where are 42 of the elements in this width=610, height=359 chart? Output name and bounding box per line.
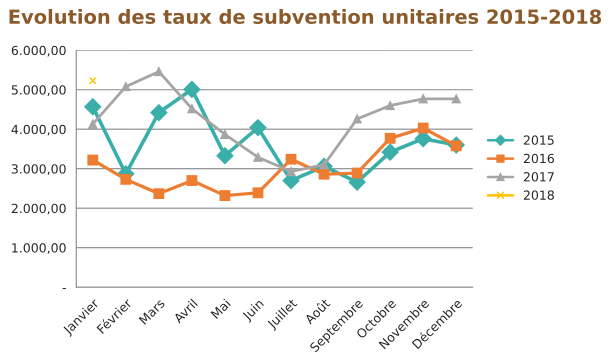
legend-label: 2015 bbox=[524, 135, 554, 145]
point bbox=[153, 188, 164, 200]
point bbox=[154, 67, 164, 76]
point bbox=[252, 187, 264, 198]
point bbox=[120, 174, 132, 185]
point bbox=[220, 130, 230, 139]
point bbox=[187, 104, 196, 114]
point bbox=[88, 120, 98, 129]
point bbox=[253, 152, 263, 162]
legend-label: 2017 bbox=[524, 172, 554, 182]
point bbox=[352, 114, 362, 124]
point bbox=[183, 80, 200, 98]
point bbox=[89, 76, 97, 84]
point bbox=[384, 132, 396, 144]
point bbox=[84, 98, 102, 116]
point bbox=[352, 168, 363, 178]
y-tick-label: 6.000,00 bbox=[12, 46, 66, 56]
y-tick-label: 4.000,00 bbox=[11, 124, 66, 136]
point bbox=[121, 82, 130, 92]
point bbox=[216, 147, 234, 164]
x-tick-label: Mai bbox=[210, 298, 231, 320]
point bbox=[386, 100, 395, 110]
legend-label: 2018 bbox=[524, 190, 554, 200]
point bbox=[452, 94, 461, 104]
y-tick-label: 3.000,00 bbox=[12, 164, 66, 175]
y-tick-label: 5.000,00 bbox=[12, 85, 66, 96]
y-tick-label: 2.000,00 bbox=[12, 204, 66, 214]
point bbox=[87, 154, 98, 166]
legend-label: 2016 bbox=[524, 154, 554, 164]
point bbox=[150, 104, 168, 122]
point bbox=[286, 154, 296, 165]
point bbox=[220, 190, 230, 201]
chart-title: Evolution des taux de subvention unitaires 2015-2018 bbox=[10, 8, 602, 24]
point bbox=[318, 168, 330, 180]
point bbox=[186, 175, 198, 186]
point bbox=[249, 119, 267, 136]
point bbox=[418, 122, 429, 134]
point bbox=[286, 166, 296, 176]
y-tick-label: - bbox=[62, 288, 66, 290]
y-tick-label: 1.000,00 bbox=[12, 243, 66, 254]
point bbox=[418, 94, 428, 104]
point bbox=[382, 144, 399, 161]
